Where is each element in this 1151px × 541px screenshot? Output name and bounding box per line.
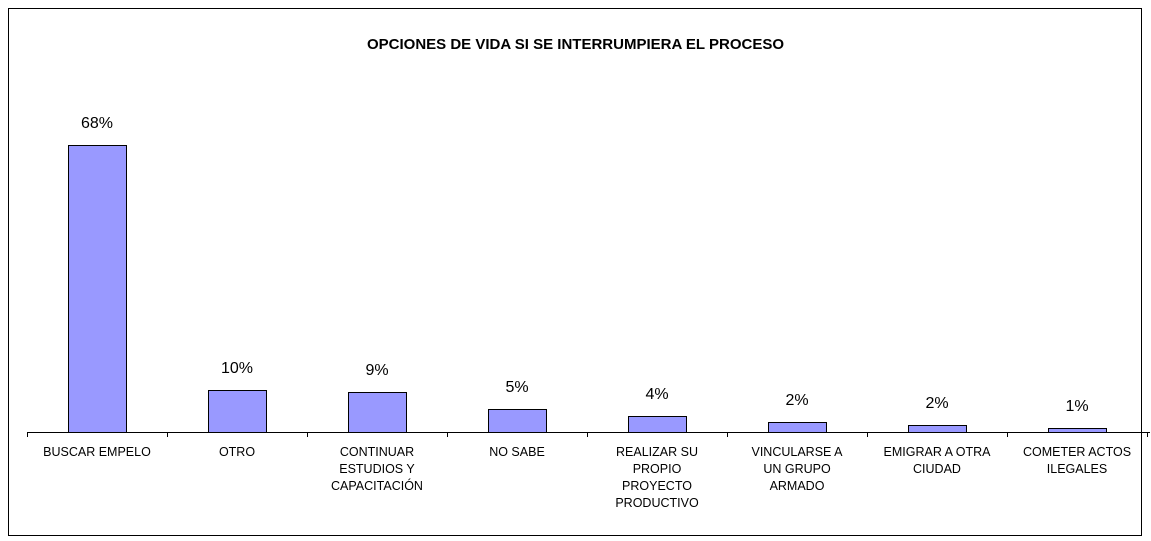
value-label: 9% <box>365 362 389 380</box>
bar <box>67 145 127 433</box>
x-tick-label: COMETER ACTOS ILEGALES <box>1022 445 1132 476</box>
x-tick <box>1147 432 1148 437</box>
bar <box>1047 428 1107 433</box>
x-tick <box>307 432 308 437</box>
x-tick-label: NO SABE <box>489 445 545 459</box>
value-label: 10% <box>220 359 254 377</box>
value-label: 5% <box>505 379 529 397</box>
value-label: 2% <box>785 391 809 409</box>
x-axis <box>27 432 1150 433</box>
x-tick <box>1007 432 1008 437</box>
x-tick <box>727 432 728 437</box>
value-label: 2% <box>925 395 949 413</box>
x-tick-label: OTRO <box>218 445 256 459</box>
bar <box>207 389 267 433</box>
bar <box>907 425 967 433</box>
bar <box>767 421 827 433</box>
x-tick-label: BUSCAR EMPELO <box>43 445 151 459</box>
x-tick <box>587 432 588 437</box>
x-tick-label: CONTINUAR ESTUDIOS Y CAPACITACIÓN <box>331 445 423 493</box>
x-tick <box>447 432 448 437</box>
x-tick <box>867 432 868 437</box>
bar <box>487 409 547 433</box>
x-tick <box>27 432 28 437</box>
x-tick <box>167 432 168 437</box>
x-tick-label: REALIZAR SU PROPIO PROYECTO PRODUCTIVO <box>615 445 699 510</box>
bar <box>627 415 687 433</box>
value-label: 4% <box>645 385 669 403</box>
value-label: 68% <box>80 115 114 132</box>
chart-title: OPCIONES DE VIDA SI SE INTERRUMPIERA EL … <box>366 36 784 53</box>
bar <box>347 392 407 433</box>
x-tick-label: EMIGRAR A OTRA CIUDAD <box>883 445 991 476</box>
x-tick-label: VINCULARSE A UN GRUPO ARMADO <box>751 445 843 493</box>
chart-frame <box>8 8 1142 536</box>
value-label: 1% <box>1065 398 1089 416</box>
